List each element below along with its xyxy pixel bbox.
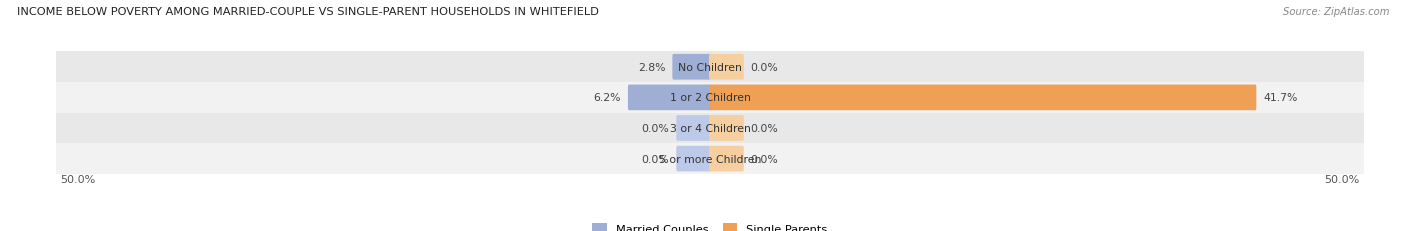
- FancyBboxPatch shape: [709, 116, 744, 141]
- Text: 0.0%: 0.0%: [641, 123, 669, 134]
- Bar: [56, 83, 1364, 113]
- Text: 50.0%: 50.0%: [1324, 175, 1360, 185]
- Text: 0.0%: 0.0%: [751, 154, 779, 164]
- Text: 0.0%: 0.0%: [641, 154, 669, 164]
- FancyBboxPatch shape: [709, 85, 1257, 111]
- FancyBboxPatch shape: [676, 116, 711, 141]
- FancyBboxPatch shape: [709, 146, 744, 172]
- Bar: [56, 144, 1364, 174]
- Text: 0.0%: 0.0%: [751, 123, 779, 134]
- FancyBboxPatch shape: [676, 146, 711, 172]
- Bar: [56, 52, 1364, 83]
- Text: INCOME BELOW POVERTY AMONG MARRIED-COUPLE VS SINGLE-PARENT HOUSEHOLDS IN WHITEFI: INCOME BELOW POVERTY AMONG MARRIED-COUPL…: [17, 7, 599, 17]
- Text: Source: ZipAtlas.com: Source: ZipAtlas.com: [1282, 7, 1389, 17]
- Text: 3 or 4 Children: 3 or 4 Children: [669, 123, 751, 134]
- Legend: Married Couples, Single Parents: Married Couples, Single Parents: [592, 223, 828, 231]
- Text: 5 or more Children: 5 or more Children: [659, 154, 761, 164]
- Text: 2.8%: 2.8%: [638, 63, 665, 73]
- Text: No Children: No Children: [678, 63, 742, 73]
- Bar: [56, 113, 1364, 144]
- Text: 1 or 2 Children: 1 or 2 Children: [669, 93, 751, 103]
- Text: 0.0%: 0.0%: [751, 63, 779, 73]
- FancyBboxPatch shape: [628, 85, 711, 111]
- Text: 6.2%: 6.2%: [593, 93, 621, 103]
- FancyBboxPatch shape: [672, 55, 711, 80]
- FancyBboxPatch shape: [709, 55, 744, 80]
- Text: 41.7%: 41.7%: [1263, 93, 1298, 103]
- Text: 50.0%: 50.0%: [60, 175, 96, 185]
